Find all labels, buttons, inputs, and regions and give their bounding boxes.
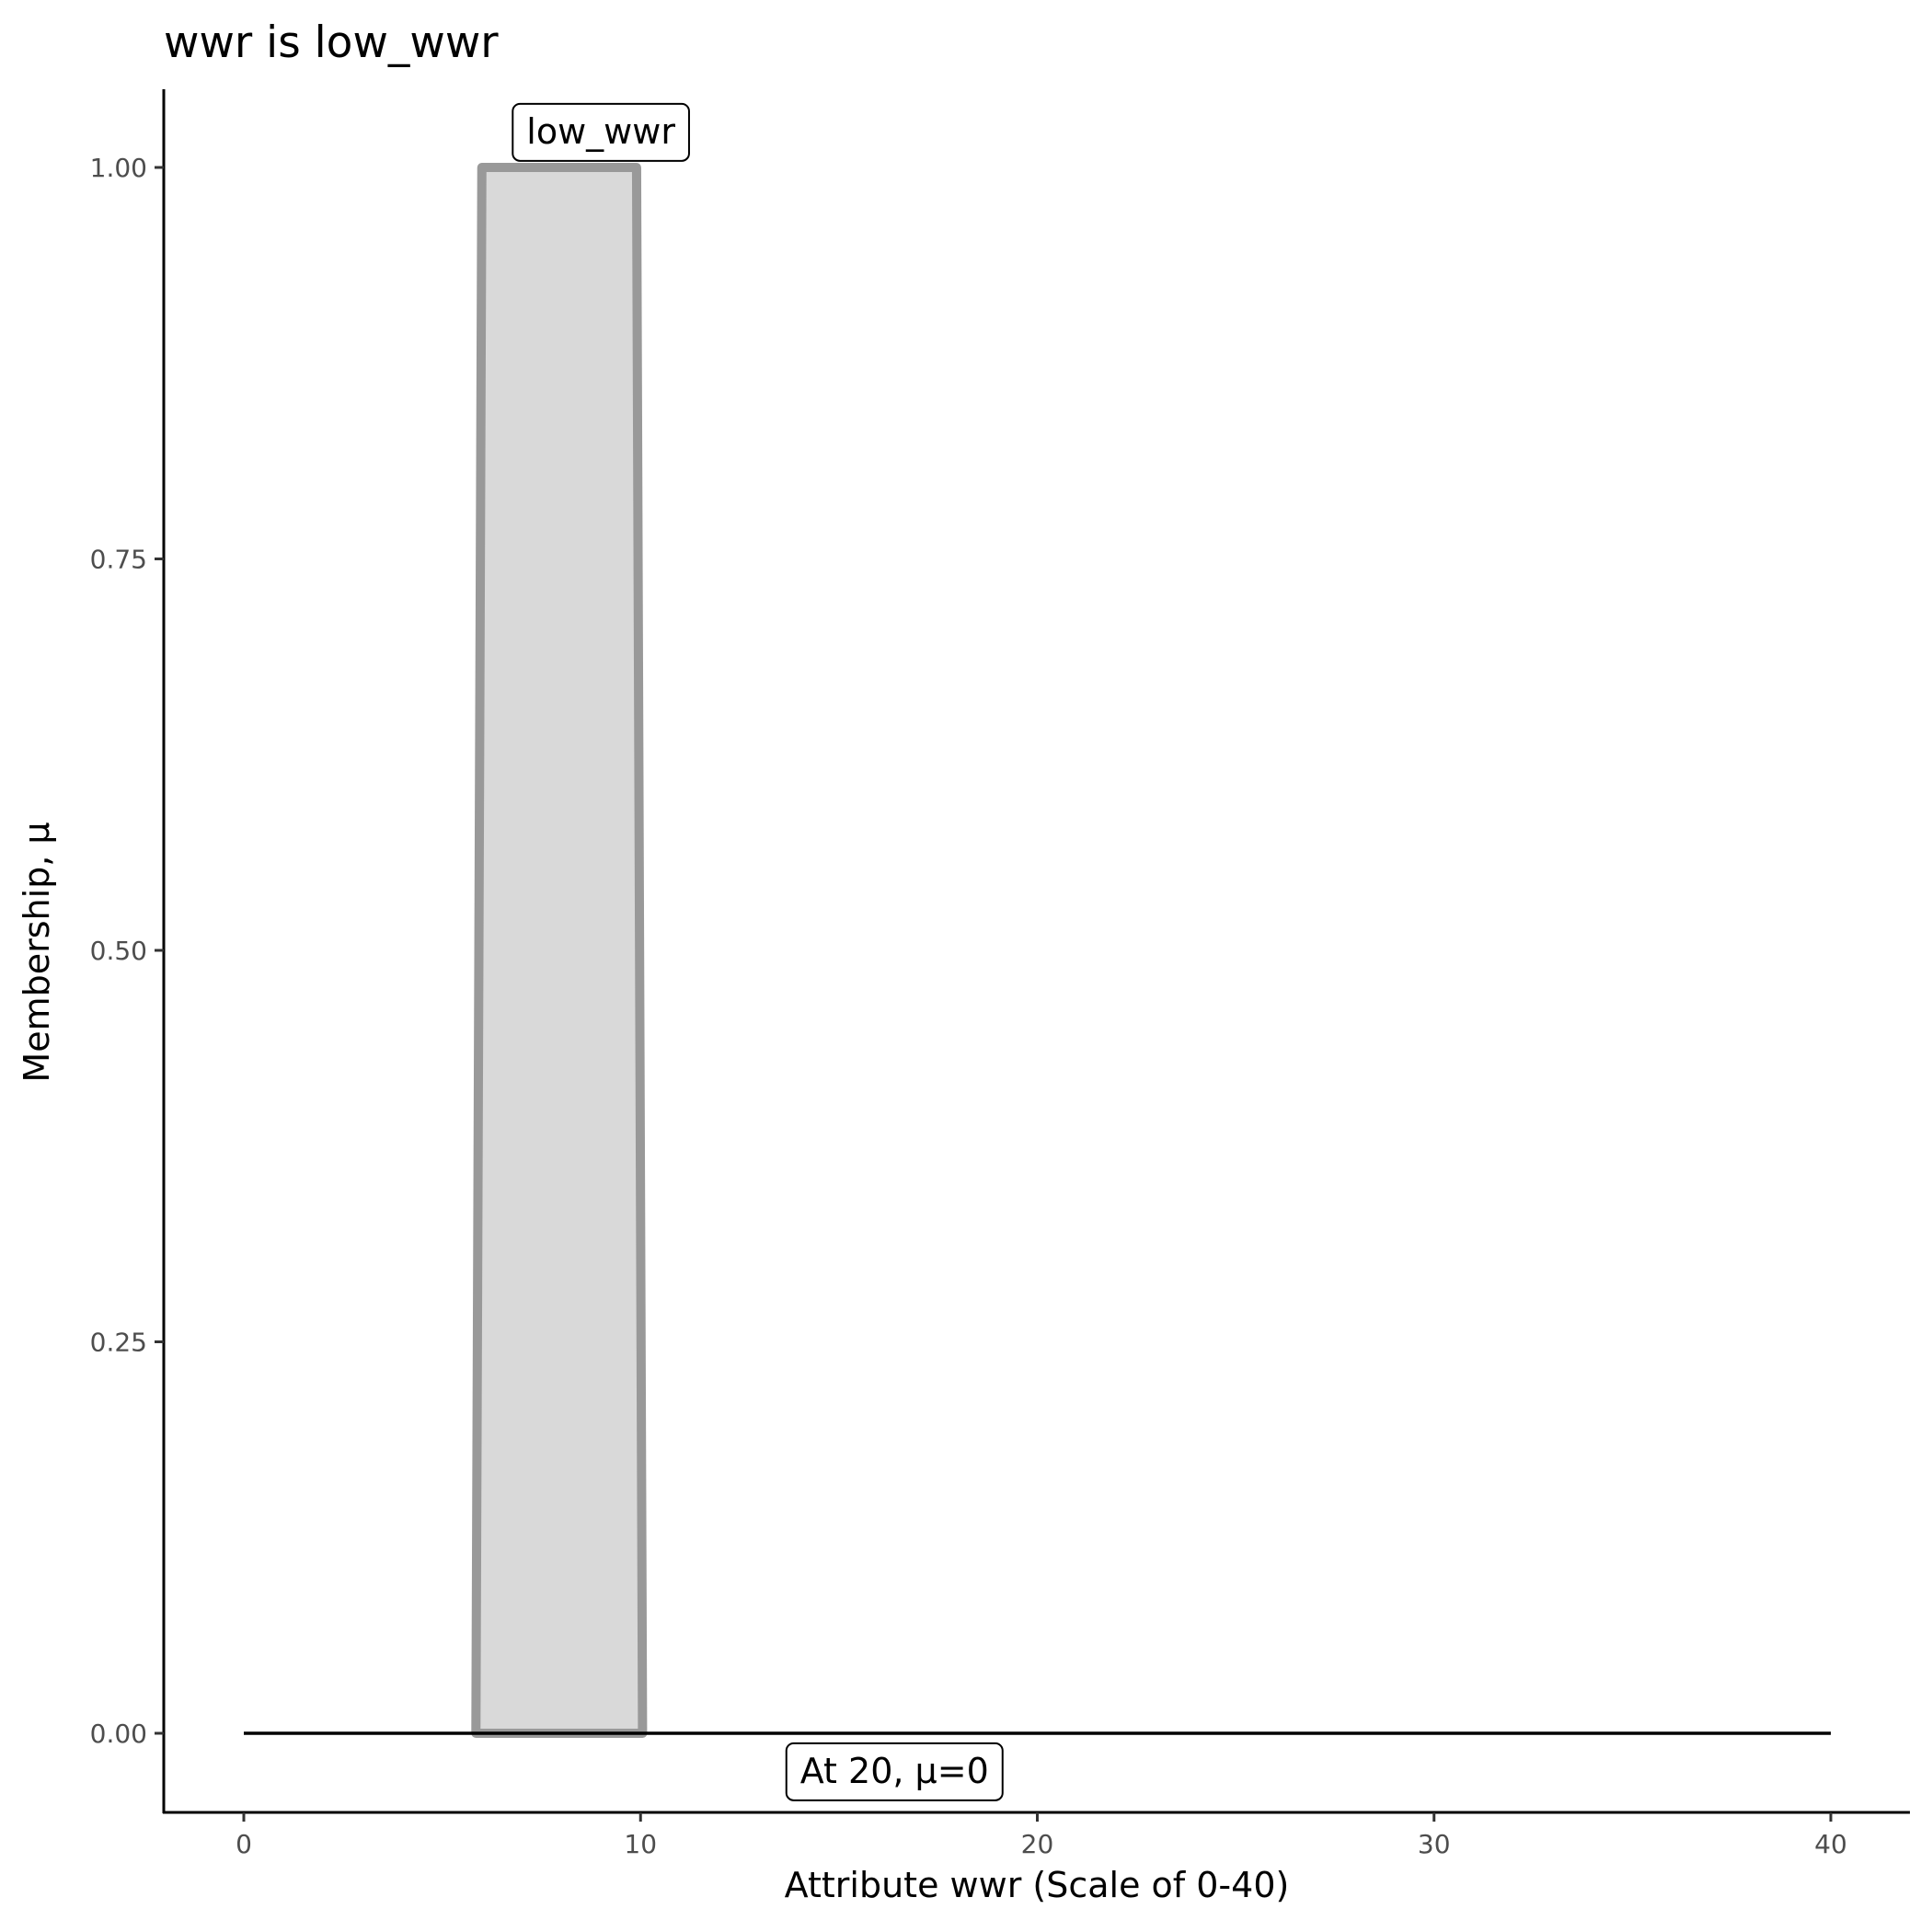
y-tick-label: 1.00 [90,153,147,183]
annotation-low-wwr: low_wwr [512,102,690,162]
x-axis-title: Attribute wwr (Scale of 0-40) [785,1865,1290,1905]
chart-title: wwr is low_wwr [164,17,499,68]
membership-area-low-wwr [471,163,648,1738]
x-tick-label: 0 [236,1829,252,1859]
annotation-current-value-box [785,1742,1004,1801]
y-tick-label: 0.00 [90,1719,147,1749]
x-tick-label: 20 [1021,1829,1054,1859]
y-tick-label: 0.25 [90,1328,147,1358]
y-axis-title: Membership, μ [17,822,57,1082]
x-tick-label: 40 [1814,1829,1847,1859]
annotation-low-wwr-text: low_wwr [526,111,675,152]
annotation-low-wwr-box [512,102,690,162]
y-tick-label: 0.75 [90,545,147,575]
annotation-current-value-text: At 20, μ=0 [800,1751,989,1791]
x-tick-label: 10 [624,1829,657,1859]
x-tick-label: 30 [1418,1829,1451,1859]
annotation-current-value: At 20, μ=0 [785,1742,1004,1801]
y-tick-label: 0.50 [90,936,147,966]
